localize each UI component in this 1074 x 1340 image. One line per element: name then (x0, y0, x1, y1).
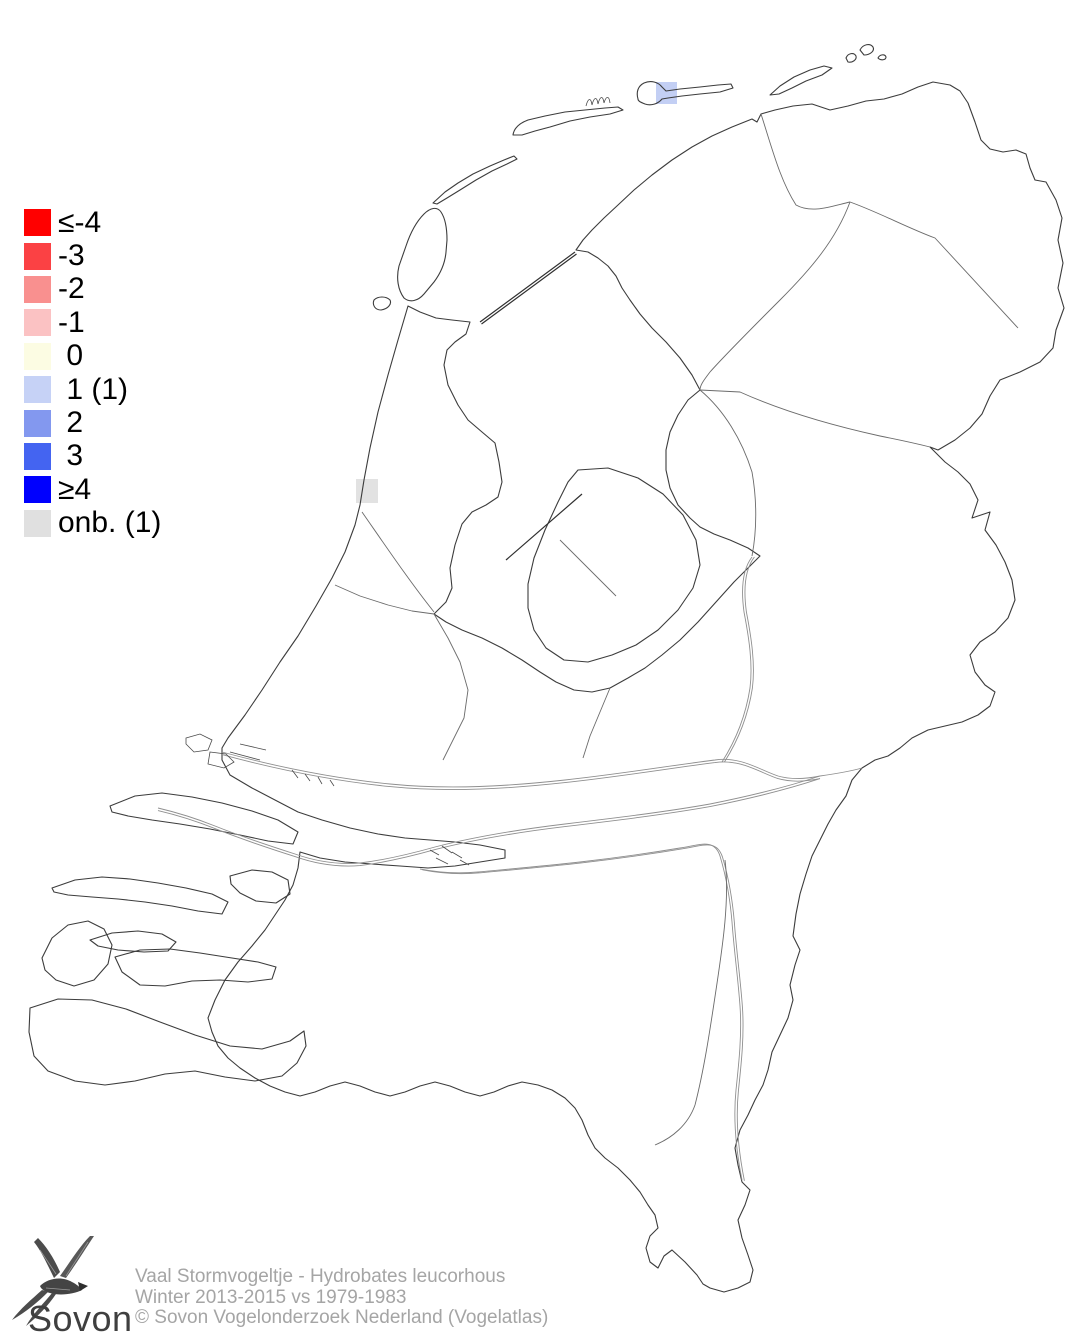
legend-item: 0 (24, 340, 161, 373)
legend-label: 1 (1) (58, 372, 129, 406)
legend-item: ≤-4 (24, 206, 161, 239)
legend-swatch (24, 376, 51, 404)
dikes (479, 251, 583, 561)
species-title: Vaal Stormvogeltje - Hydrobates leucorho… (135, 1266, 506, 1287)
legend-swatch (24, 309, 51, 337)
legend: ≤-4 -3 -2 -1 0 1 (1) 2 3 ≥4 onb. (1) (24, 206, 161, 540)
legend-swatch (24, 242, 51, 270)
legend-item: 2 (24, 406, 161, 439)
mainland-coast-and-borders (207, 81, 1065, 1293)
sovon-wordmark: Sovon (28, 1298, 133, 1338)
legend-label: ≤-4 (58, 205, 102, 239)
legend-label: 3 (58, 439, 84, 473)
province-borders (334, 113, 1019, 1146)
map-cell (656, 82, 677, 104)
legend-label: onb. (1) (58, 506, 162, 540)
legend-label: 0 (58, 339, 84, 373)
legend-swatch (24, 275, 51, 303)
legend-item: -3 (24, 239, 161, 272)
legend-label: ≥4 (58, 472, 92, 506)
legend-item: 3 (24, 440, 161, 473)
legend-label: 2 (58, 406, 84, 440)
legend-label: -3 (58, 239, 85, 273)
legend-item: -2 (24, 273, 161, 306)
copyright-line: © Sovon Vogelonderzoek Nederland (Vogela… (135, 1307, 549, 1329)
rivers (157, 556, 863, 1181)
legend-label: -1 (58, 305, 85, 339)
sovon-logo: Sovon (12, 1236, 133, 1338)
legend-swatch (24, 342, 51, 370)
zeeland-delta-islands (28, 792, 307, 1086)
period-subtitle: Winter 2013-2015 vs 1979-1983 (135, 1286, 407, 1308)
legend-swatch (24, 209, 51, 237)
legend-item: 1 (1) (24, 373, 161, 406)
legend-item: ≥4 (24, 473, 161, 506)
legend-label: -2 (58, 272, 85, 306)
legend-item: onb. (1) (24, 507, 161, 540)
legend-swatch (24, 409, 51, 437)
swallow-icon (12, 1236, 94, 1326)
flevoland-polder (527, 467, 701, 663)
legend-swatch (24, 476, 51, 504)
map-caption: Vaal Stormvogeltje - Hydrobates leucorho… (135, 1266, 549, 1329)
legend-swatch (24, 509, 51, 537)
legend-item: -1 (24, 306, 161, 339)
harbor-details (185, 733, 470, 866)
legend-swatch (24, 442, 51, 470)
wadden-islands (372, 44, 887, 311)
